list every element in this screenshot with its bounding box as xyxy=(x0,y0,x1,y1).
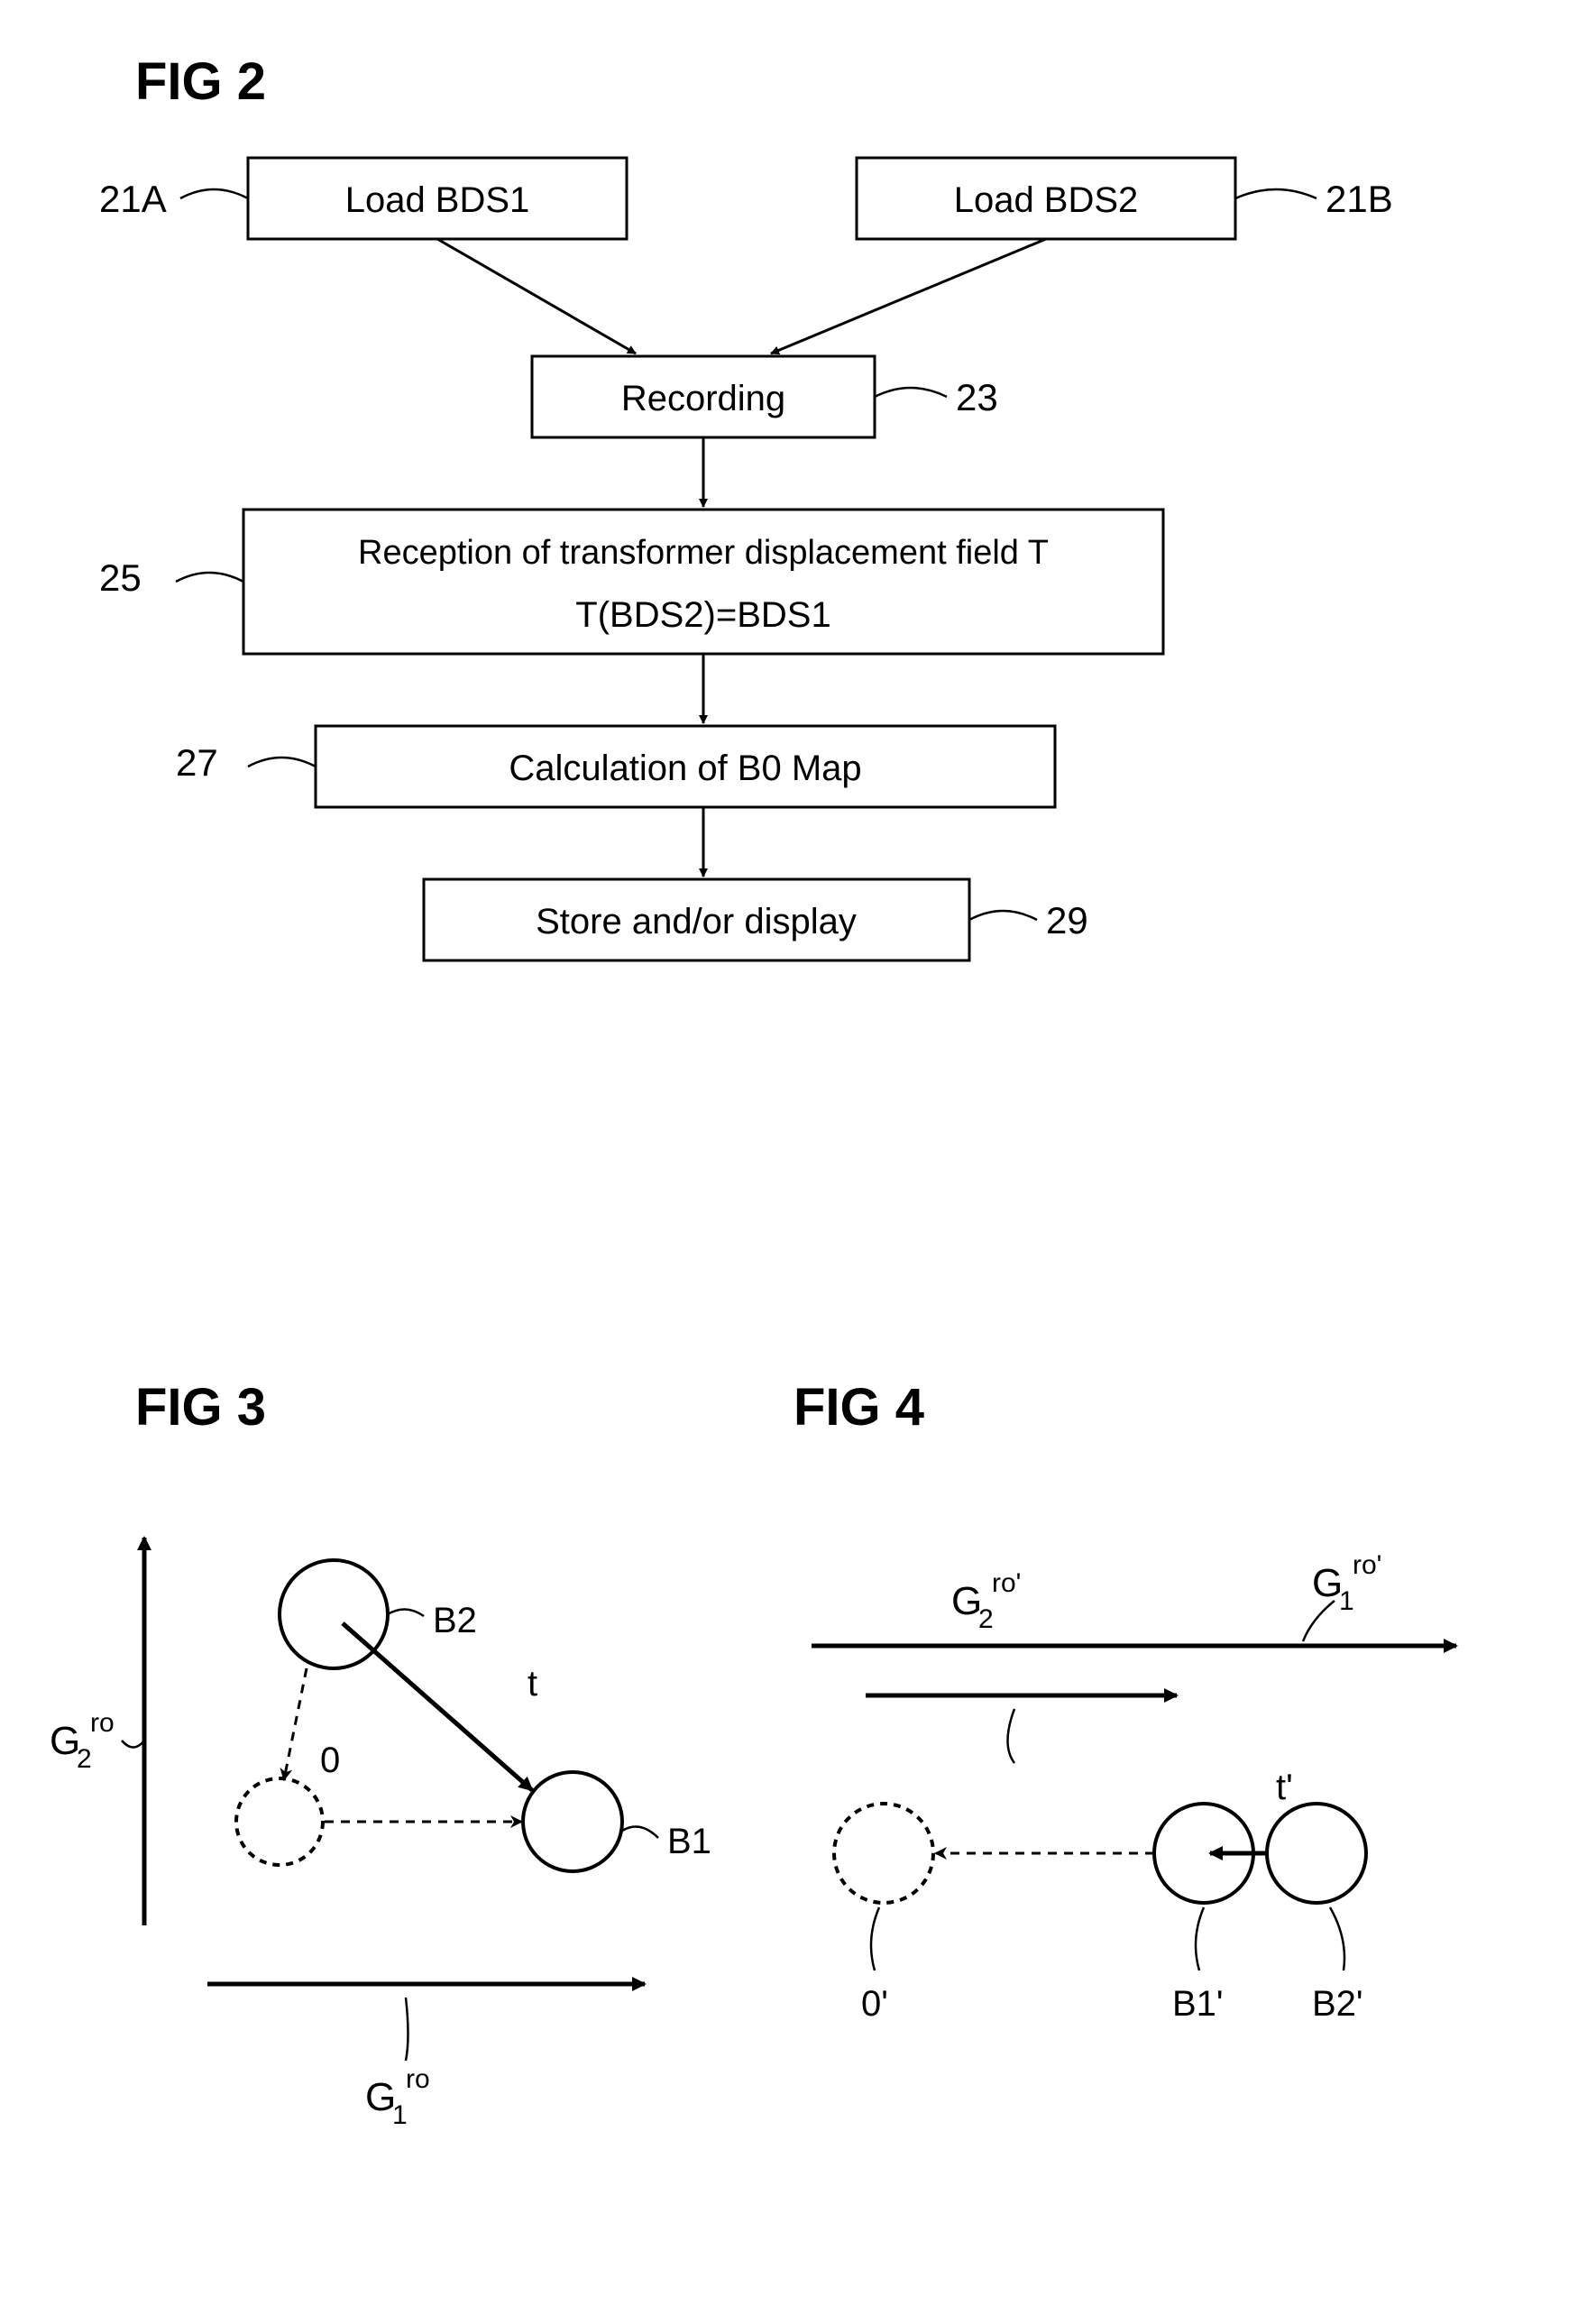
fig2-box-21a: Load BDS1 21A xyxy=(99,158,627,239)
fig2-box-23: Recording 23 xyxy=(532,356,998,437)
fig2-box-27-text: Calculation of B0 Map xyxy=(509,749,861,788)
fig3-axis-x-label: G 1 ro xyxy=(365,1998,430,2130)
fig3-label-b2: B2 xyxy=(433,1601,477,1640)
fig2-box-25-line2: T(BDS2)=BDS1 xyxy=(575,595,830,635)
fig3-title: FIG 3 xyxy=(135,1378,266,1437)
fig3-label-t: t xyxy=(528,1664,537,1704)
svg-text:1: 1 xyxy=(392,2100,408,2130)
fig2-box-21b-text: Load BDS2 xyxy=(954,180,1139,220)
svg-text:ro: ro xyxy=(406,2064,430,2094)
fig2-box-27: Calculation of B0 Map 27 xyxy=(176,726,1055,807)
fig2-arrow-21a-23 xyxy=(437,239,636,354)
fig2-label-21b: 21B xyxy=(1326,178,1393,220)
fig3-axis-y-label: ;G 2 ro xyxy=(50,1708,144,1774)
diagram-canvas: FIG 2 Load BDS1 21A Load BDS2 21B Record… xyxy=(0,0,1578,2324)
fig4-title: FIG 4 xyxy=(794,1378,924,1437)
fig4-label-b2p: B2' xyxy=(1312,1984,1363,2024)
fig3-label-b1: B1 xyxy=(667,1822,711,1861)
fig3-circle-o xyxy=(236,1778,323,1865)
fig2-box-29-text: Store and/or display xyxy=(536,902,857,942)
fig2-box-23-text: Recording xyxy=(621,379,785,418)
fig4-circle-b2p xyxy=(1267,1804,1366,1903)
fig4-label-op: 0' xyxy=(861,1984,888,2024)
fig3-arrow-t xyxy=(343,1623,532,1790)
fig2-arrow-21b-23 xyxy=(771,239,1046,354)
fig4-label-tp: t' xyxy=(1276,1768,1293,1807)
fig3-dash-v xyxy=(284,1668,307,1779)
fig2-label-21a: 21A xyxy=(99,178,167,220)
fig2-label-29: 29 xyxy=(1046,899,1088,942)
fig4-label-b1p: B1' xyxy=(1172,1984,1224,2024)
fig3-circle-b1 xyxy=(523,1772,622,1871)
fig3-label-o: 0 xyxy=(320,1741,340,1780)
svg-text:ro': ro' xyxy=(992,1568,1021,1598)
fig2-title: FIG 2 xyxy=(135,52,266,111)
svg-text:ro': ro' xyxy=(1353,1550,1381,1580)
svg-text:2: 2 xyxy=(77,1744,92,1774)
fig2-box-21a-text: Load BDS1 xyxy=(345,180,530,220)
fig2-label-23: 23 xyxy=(956,376,998,418)
fig2-box-25-line1: Reception of transformer displacement fi… xyxy=(358,534,1049,572)
fig2-box-25: Reception of transformer displacement fi… xyxy=(99,510,1163,654)
fig2-box-21b: Load BDS2 21B xyxy=(857,158,1393,239)
svg-text:2: 2 xyxy=(978,1604,994,1634)
svg-text:ro: ro xyxy=(90,1708,115,1738)
fig2-label-27: 27 xyxy=(176,741,218,784)
fig4-g1-label: G 1 ro' xyxy=(1303,1550,1381,1641)
fig3-circle-b2 xyxy=(280,1560,388,1668)
fig4-g2-label: G 2 ro' xyxy=(951,1568,1021,1763)
fig2-box-29: Store and/or display 29 xyxy=(424,879,1088,960)
svg-text:1: 1 xyxy=(1339,1586,1354,1616)
fig4-circle-o xyxy=(834,1804,933,1903)
fig2-label-25: 25 xyxy=(99,556,142,599)
